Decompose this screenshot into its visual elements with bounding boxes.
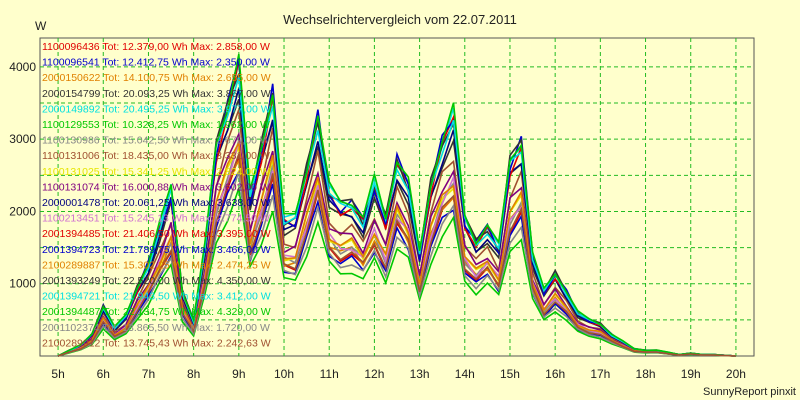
y-tick-label: 1000 (9, 277, 36, 291)
x-tick-label: 11h (320, 367, 339, 381)
legend-entry: 2000154799 Tot: 20.093,25 Wh Max: 3.867,… (42, 88, 271, 100)
footer-credit: SunnyReport pinxit (703, 386, 796, 398)
legend-entry: 2001394487 Tot: 22.134,75 Wh Max: 4.329,… (42, 306, 271, 318)
y-tick-label: 3000 (9, 132, 36, 146)
legend-entry: 2000149892 Tot: 20.495,25 Wh Max: 3.977,… (42, 103, 271, 115)
x-tick-label: 16h (545, 367, 565, 381)
x-tick-label: 15h (500, 367, 520, 381)
y-axis-label: W (35, 19, 47, 33)
x-tick-label: 19h (681, 367, 701, 381)
x-tick-label: 13h (410, 367, 430, 381)
legend-entry: 2001394485 Tot: 21.406,50 Wh Max: 3.395,… (42, 228, 271, 240)
legend-entry: 2001102374 Tot: 13.865,50 Wh Max: 1.720,… (42, 322, 270, 334)
chart-title: Wechselrichtervergleich vom 22.07.2011 (283, 12, 517, 27)
legend-entry: 1100130986 Tot: 15.042,50 Wh Max: 2.679,… (42, 135, 270, 147)
y-tick-label: 2000 (9, 204, 36, 218)
series-line (57, 153, 736, 357)
x-tick-label: 10h (274, 367, 294, 381)
legend-entry: 2100289912 Tot: 13.745,43 Wh Max: 2.242,… (42, 337, 271, 349)
legend-entry: 1100131025 Tot: 15.341,25 Wh Max: 2.824,… (42, 166, 270, 178)
x-tick-label: 14h (455, 367, 475, 381)
x-tick-label: 6h (97, 367, 110, 381)
legend: 1100096436 Tot: 12.379,00 Wh Max: 2.858,… (42, 41, 271, 349)
series-line (57, 53, 736, 357)
x-axis-ticks: 5h 6h 7h 8h 9h 10h 11h 12h 13h 14h 15h 16h 17h 18h 19h… (51, 367, 746, 381)
legend-entry: 1100129553 Tot: 10.328,25 Wh Max: 1.962,… (42, 119, 270, 131)
grid (40, 38, 754, 356)
legend-entry: 2000001478 Tot: 20.061,25 Wh Max: 3.638,… (42, 197, 271, 209)
series-lines (57, 53, 736, 357)
y-tick-label: 4000 (9, 60, 36, 74)
legend-entry: 1100096436 Tot: 12.379,00 Wh Max: 2.858,… (42, 41, 270, 53)
x-tick-label: 9h (232, 367, 245, 381)
legend-entry: 2001393249 Tot: 22.520,00 Wh Max: 4.350,… (42, 275, 271, 287)
legend-entry: 2100289887 Tot: 15.302,25 Wh Max: 2.474,… (42, 259, 271, 271)
legend-entry: 1100096541 Tot: 12.412,75 Wh Max: 2.350,… (42, 57, 270, 69)
x-tick-label: 12h (364, 367, 384, 381)
x-tick-label: 18h (636, 367, 656, 381)
x-tick-label: 17h (590, 367, 610, 381)
x-tick-label: 5h (51, 367, 64, 381)
plot-background (39, 37, 755, 357)
legend-entry: 1100131074 Tot: 16.000,88 Wh Max: 3.602,… (42, 181, 270, 193)
legend-entry: 2001394721 Tot: 21.943,50 Wh Max: 3.412,… (42, 291, 271, 303)
legend-entry: 2001394723 Tot: 21.789,75 Wh Max: 3.466,… (42, 244, 271, 256)
x-tick-label: 8h (187, 367, 200, 381)
legend-entry: 2000150622 Tot: 14.100,75 Wh Max: 2.655,… (42, 72, 271, 84)
x-tick-label: 20h (726, 367, 746, 381)
y-axis-ticks: 1000 2000 3000 4000 (9, 60, 36, 291)
legend-entry: 1100131006 Tot: 18.435,00 Wh Max: 3.331,… (42, 150, 270, 162)
x-tick-label: 7h (142, 367, 155, 381)
legend-entry: 1100213451 Tot: 15.245,13 Wh Max: 2.774,… (42, 213, 270, 225)
